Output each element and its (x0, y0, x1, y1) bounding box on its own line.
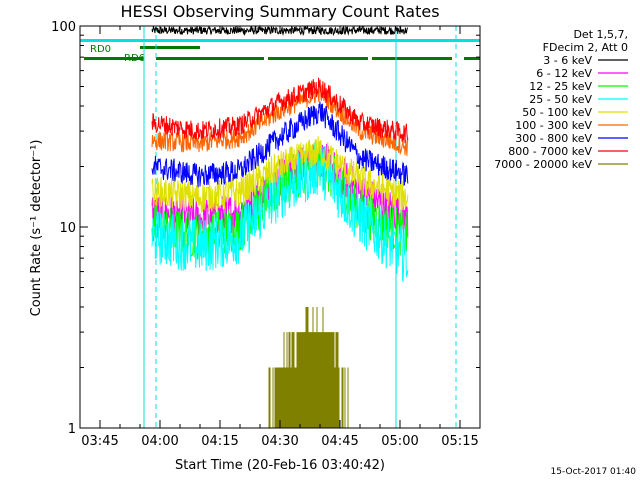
series-line (151, 77, 409, 144)
rd6-flag-segment (140, 46, 200, 49)
x-tick-label: 05:15 (441, 434, 478, 449)
series-9 (268, 307, 349, 428)
legend-header: FDecim 2, Att 0 (543, 41, 628, 54)
rd6-flag-label: RD6 (124, 53, 145, 64)
rd0-flag-bar (80, 39, 480, 42)
series-8 (151, 77, 409, 144)
legend-entry: 6 - 12 keV (536, 67, 592, 80)
legend-entry: 3 - 6 keV (543, 54, 592, 67)
plot-timestamp: 15-Oct-2017 01:40 (551, 467, 637, 477)
series-line (151, 101, 409, 188)
legend-entry: 800 - 7000 keV (508, 145, 592, 158)
legend-entry: 7000 - 20000 keV (494, 158, 592, 171)
legend-entry: 12 - 25 keV (529, 80, 592, 93)
x-tick-label: 03:45 (81, 434, 118, 449)
legend-entry: 25 - 50 keV (529, 93, 592, 106)
rd6-flag-segment (464, 57, 480, 60)
series-line (151, 136, 409, 213)
legend-entry: 50 - 100 keV (522, 106, 592, 119)
y-tick-label: 10 (59, 221, 76, 236)
rd6-flag-segment (268, 57, 368, 60)
x-tick-label: 05:00 (381, 434, 418, 449)
series-line (268, 307, 349, 428)
legend-header: Det 1,5,7, (573, 28, 628, 41)
rd6-flag-segment (156, 57, 264, 60)
y-axis-label: Count Rate (s⁻¹ detector⁻¹) (29, 140, 44, 317)
series-5 (151, 136, 409, 213)
rd0-flag-label: RD0 (90, 44, 111, 55)
rd6-flag-segment (372, 57, 452, 60)
chart-title: HESSI Observing Summary Count Rates (120, 2, 439, 21)
x-tick-label: 04:45 (321, 434, 358, 449)
x-tick-label: 04:15 (201, 434, 238, 449)
series-7 (151, 101, 409, 188)
legend-entry: 300 - 800 keV (515, 132, 592, 145)
y-tick-label: 100 (51, 20, 76, 35)
x-axis-label: Start Time (20-Feb-16 03:40:42) (175, 458, 385, 473)
x-tick-label: 04:00 (141, 434, 178, 449)
rd6-flag-segment (84, 57, 144, 60)
legend-entry: 100 - 300 keV (515, 119, 592, 132)
y-tick-label: 1 (68, 422, 76, 437)
x-tick-label: 04:30 (261, 434, 298, 449)
